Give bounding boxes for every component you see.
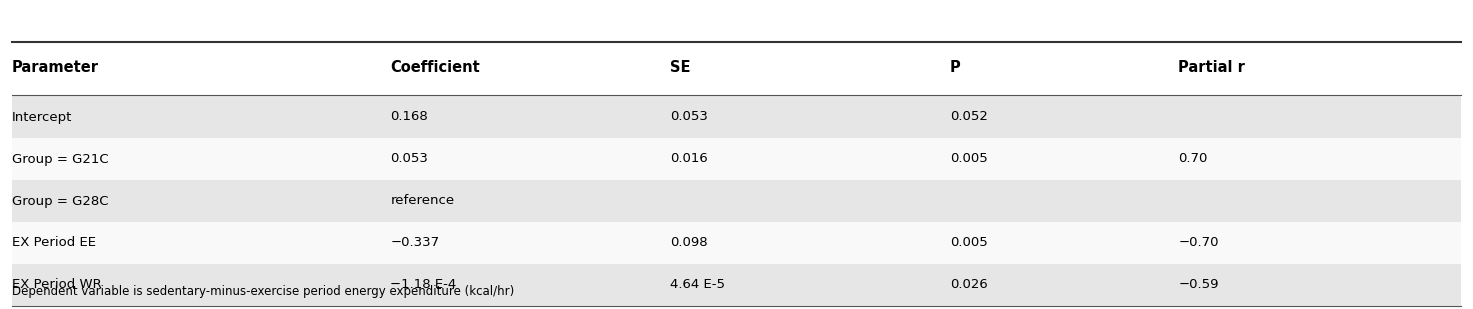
- Text: 0.005: 0.005: [950, 153, 988, 166]
- Text: −0.70: −0.70: [1178, 236, 1218, 249]
- Text: Partial r: Partial r: [1178, 61, 1245, 75]
- Text: 0.168: 0.168: [390, 111, 429, 124]
- Text: 0.053: 0.053: [390, 153, 429, 166]
- Text: 0.026: 0.026: [950, 278, 988, 291]
- Text: Dependent variable is sedentary-minus-exercise period energy expenditure (kcal/h: Dependent variable is sedentary-minus-ex…: [12, 286, 514, 298]
- Bar: [12, 222, 1461, 264]
- Text: 4.64 E-5: 4.64 E-5: [670, 278, 725, 291]
- Text: EX Period WR: EX Period WR: [12, 278, 102, 291]
- Text: P: P: [950, 61, 960, 75]
- Bar: [12, 138, 1461, 180]
- Bar: [12, 180, 1461, 222]
- Text: Intercept: Intercept: [12, 111, 72, 124]
- Text: 0.053: 0.053: [670, 111, 709, 124]
- Text: 0.70: 0.70: [1178, 153, 1208, 166]
- Text: reference: reference: [390, 194, 455, 208]
- Text: 0.052: 0.052: [950, 111, 988, 124]
- Text: −0.59: −0.59: [1178, 278, 1218, 291]
- Text: SE: SE: [670, 61, 691, 75]
- Bar: [12, 96, 1461, 138]
- Text: −0.337: −0.337: [390, 236, 439, 249]
- Text: 0.098: 0.098: [670, 236, 709, 249]
- Text: Group = G28C: Group = G28C: [12, 194, 109, 208]
- Text: Group = G21C: Group = G21C: [12, 153, 109, 166]
- Bar: [12, 264, 1461, 306]
- Text: 0.005: 0.005: [950, 236, 988, 249]
- Text: −1.18 E-4: −1.18 E-4: [390, 278, 457, 291]
- Text: 0.016: 0.016: [670, 153, 709, 166]
- Text: EX Period EE: EX Period EE: [12, 236, 96, 249]
- Text: Coefficient: Coefficient: [390, 61, 480, 75]
- Text: Parameter: Parameter: [12, 61, 99, 75]
